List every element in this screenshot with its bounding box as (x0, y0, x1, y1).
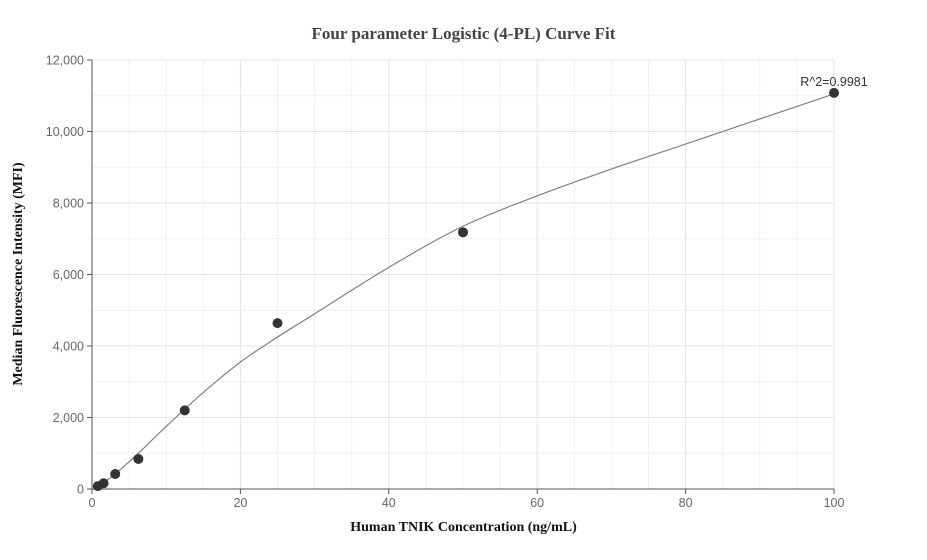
y-tick-label: 10,000 (46, 125, 84, 139)
data-point (179, 405, 190, 416)
x-tick-label: 20 (233, 496, 247, 510)
data-point (98, 478, 109, 489)
y-tick-label: 4,000 (53, 340, 84, 354)
data-point (272, 318, 283, 329)
data-point (110, 468, 121, 479)
x-tick-label: 40 (382, 496, 396, 510)
fit-curve-line (97, 93, 835, 488)
data-point (458, 227, 468, 238)
y-tick-label: 6,000 (53, 268, 84, 282)
y-tick-label: 8,000 (53, 197, 84, 211)
x-tick-label: 60 (530, 496, 544, 510)
grid (92, 59, 835, 489)
data-points (92, 87, 839, 492)
axes: 0 20 40 60 80 100 0 2,000 4,000 6,000 8,000 10,000 1… (46, 54, 845, 511)
y-tick-label: 0 (77, 483, 84, 497)
y-tick-label: 12,000 (46, 54, 84, 68)
x-tick-label: 80 (679, 496, 693, 510)
y-axis-label: Median Fluorescence Intensity (MFI) (11, 162, 26, 386)
y-tick-label: 2,000 (53, 411, 84, 425)
x-tick-label: 0 (89, 496, 96, 510)
fit-curve-layer (97, 93, 835, 488)
r-squared-annotation: R^2=0.9981 (800, 75, 867, 89)
x-axis-label: Human TNIK Concentration (ng/mL) (350, 520, 577, 535)
chart-title: Four parameter Logistic (4-PL) Curve Fit (312, 24, 616, 43)
data-point (829, 87, 839, 98)
data-point (133, 453, 144, 464)
x-tick-label: 100 (824, 496, 845, 510)
